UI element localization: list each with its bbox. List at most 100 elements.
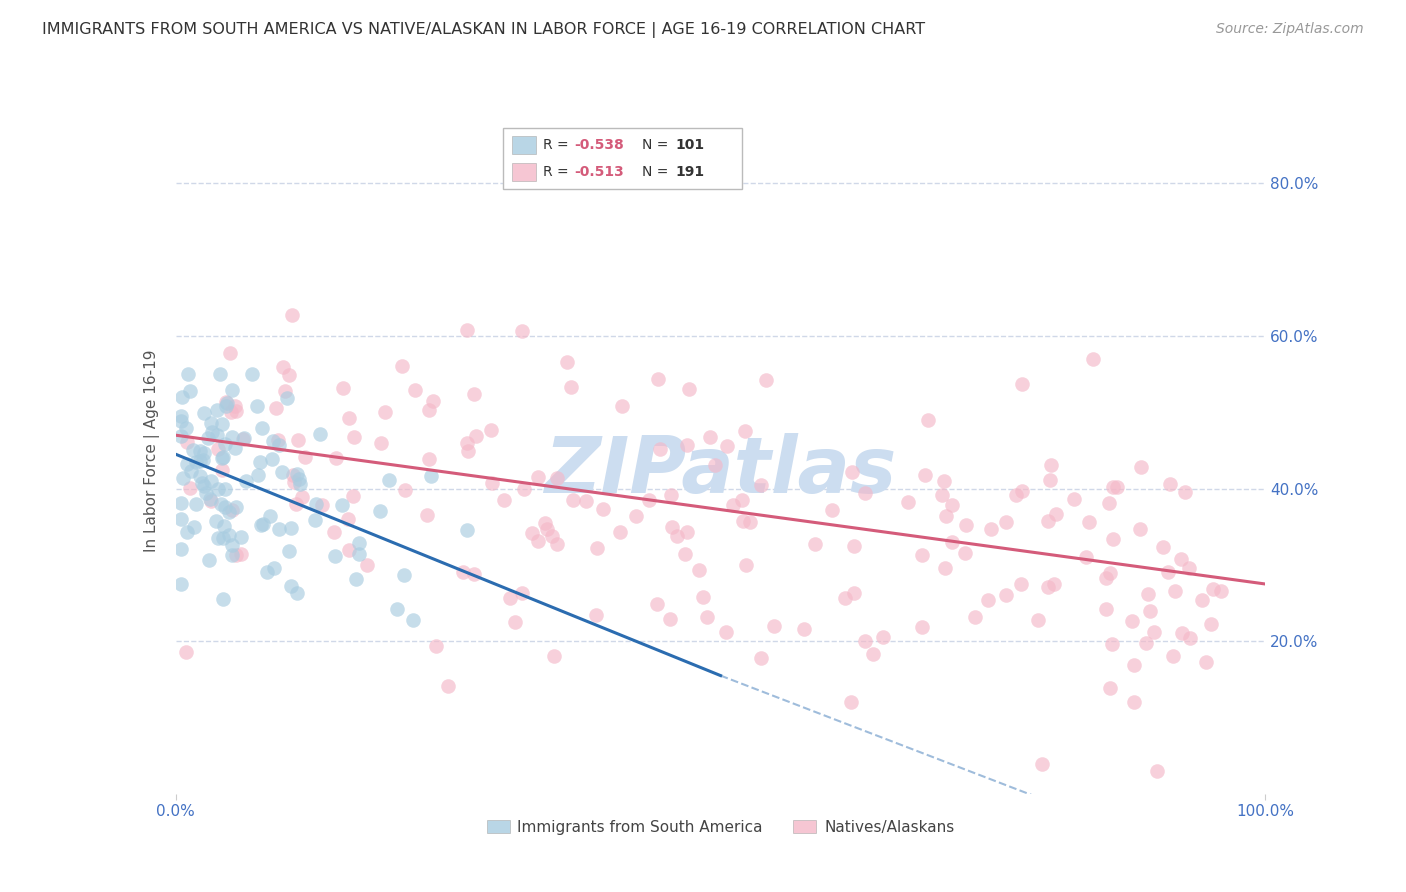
- Point: [291, 491, 314, 505]
- Point: [283, 475, 305, 489]
- Point: [721, 498, 744, 512]
- Point: [995, 589, 1018, 603]
- Point: [280, 521, 302, 535]
- Point: [336, 511, 359, 525]
- Point: [246, 467, 269, 482]
- Point: [221, 383, 243, 397]
- Point: [170, 413, 193, 427]
- Point: [688, 563, 710, 577]
- Point: [252, 516, 274, 531]
- Point: [1161, 649, 1184, 664]
- Point: [1077, 516, 1099, 530]
- Point: [304, 513, 326, 527]
- Point: [368, 504, 391, 518]
- Point: [200, 494, 222, 508]
- Point: [323, 525, 346, 540]
- Point: [638, 492, 661, 507]
- Point: [931, 488, 953, 502]
- Point: [273, 384, 295, 398]
- Text: ZIPatlas: ZIPatlas: [544, 433, 897, 509]
- Point: [1010, 576, 1032, 591]
- Point: [734, 424, 756, 438]
- Point: [219, 405, 242, 419]
- Point: [755, 373, 778, 387]
- Point: [977, 593, 1000, 607]
- Point: [479, 424, 502, 438]
- Point: [325, 451, 347, 466]
- Point: [731, 514, 754, 528]
- Point: [252, 421, 274, 435]
- Point: [284, 497, 307, 511]
- Point: [294, 450, 316, 464]
- Point: [647, 372, 669, 386]
- Point: [263, 561, 285, 575]
- Point: [1139, 604, 1161, 618]
- Point: [190, 443, 212, 458]
- Point: [842, 586, 865, 600]
- Point: [1038, 473, 1060, 487]
- Point: [242, 367, 264, 381]
- Point: [862, 647, 884, 661]
- Point: [337, 411, 360, 425]
- Point: [194, 485, 217, 500]
- Point: [965, 609, 987, 624]
- Point: [280, 579, 302, 593]
- Point: [463, 387, 485, 401]
- Point: [503, 615, 526, 629]
- Point: [224, 441, 246, 455]
- Point: [205, 403, 228, 417]
- Point: [235, 474, 257, 488]
- Point: [661, 519, 683, 533]
- Point: [1098, 681, 1121, 695]
- Point: [285, 585, 308, 599]
- Point: [225, 404, 247, 418]
- Point: [560, 380, 582, 394]
- Point: [436, 679, 458, 693]
- Point: [546, 536, 568, 550]
- Point: [585, 608, 607, 623]
- Point: [1152, 541, 1174, 555]
- Point: [179, 384, 201, 398]
- Point: [575, 494, 598, 508]
- Point: [207, 482, 229, 496]
- Point: [181, 442, 204, 457]
- Point: [731, 493, 754, 508]
- Point: [1129, 522, 1152, 536]
- Text: Source: ZipAtlas.com: Source: ZipAtlas.com: [1216, 22, 1364, 37]
- Point: [190, 468, 212, 483]
- Point: [201, 425, 224, 439]
- Point: [190, 476, 212, 491]
- Point: [1026, 614, 1049, 628]
- Point: [699, 430, 721, 444]
- Point: [418, 452, 440, 467]
- Point: [541, 528, 564, 542]
- Point: [935, 509, 957, 524]
- Point: [1130, 459, 1153, 474]
- Point: [1098, 495, 1121, 509]
- Point: [1043, 577, 1066, 591]
- Point: [934, 561, 956, 575]
- Point: [256, 565, 278, 579]
- Point: [1039, 458, 1062, 473]
- Point: [278, 544, 301, 558]
- Point: [323, 549, 346, 563]
- Point: [170, 512, 193, 526]
- Point: [543, 648, 565, 663]
- Point: [232, 432, 254, 446]
- Point: [211, 463, 233, 477]
- Point: [1122, 658, 1144, 673]
- Point: [1180, 631, 1202, 645]
- Point: [659, 611, 682, 625]
- Point: [225, 548, 247, 562]
- Point: [1036, 580, 1059, 594]
- Point: [1201, 617, 1223, 632]
- Point: [917, 413, 939, 427]
- Point: [932, 474, 955, 488]
- Point: [751, 651, 773, 665]
- Point: [208, 367, 231, 381]
- Point: [224, 399, 246, 413]
- Point: [172, 471, 194, 485]
- Point: [762, 619, 785, 633]
- Point: [229, 530, 252, 544]
- Point: [1159, 477, 1181, 491]
